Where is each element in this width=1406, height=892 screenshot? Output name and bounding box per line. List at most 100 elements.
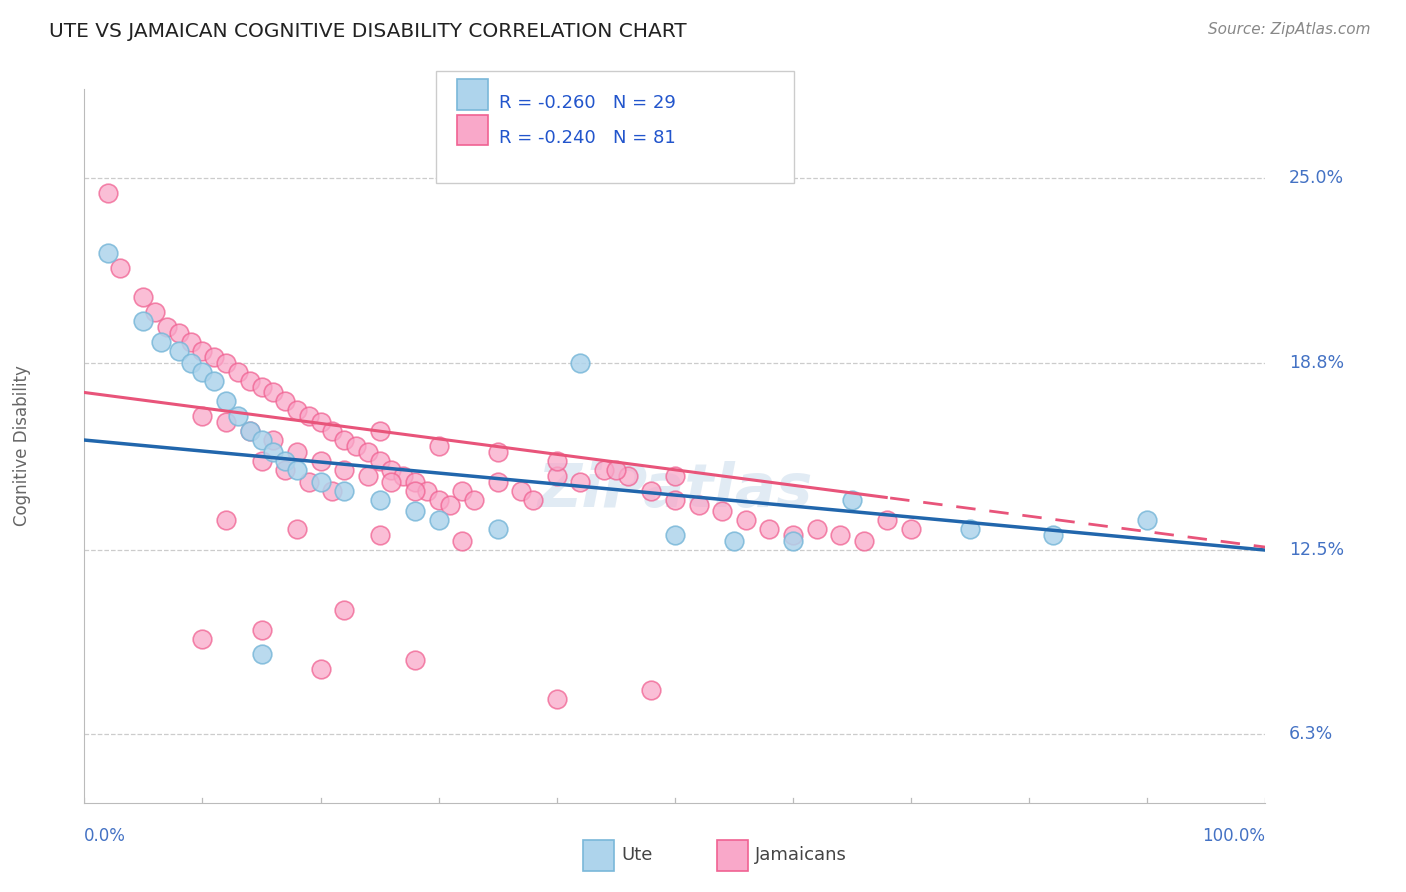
- Point: [546, 691, 568, 706]
- Point: [688, 499, 710, 513]
- Point: [546, 468, 568, 483]
- Point: [191, 365, 214, 379]
- Point: [782, 534, 804, 549]
- Point: [333, 433, 356, 447]
- Text: 12.5%: 12.5%: [1289, 541, 1344, 559]
- Text: Source: ZipAtlas.com: Source: ZipAtlas.com: [1208, 22, 1371, 37]
- Point: [344, 439, 367, 453]
- Point: [132, 290, 155, 304]
- Point: [640, 483, 662, 498]
- Point: [298, 409, 321, 424]
- Point: [167, 343, 190, 358]
- Point: [309, 475, 332, 489]
- Point: [321, 424, 343, 438]
- Point: [250, 624, 273, 638]
- Point: [876, 513, 898, 527]
- Text: 100.0%: 100.0%: [1202, 827, 1265, 845]
- Point: [451, 534, 474, 549]
- Point: [486, 445, 509, 459]
- Point: [262, 433, 284, 447]
- Point: [321, 483, 343, 498]
- Point: [97, 186, 120, 201]
- Text: 0.0%: 0.0%: [84, 827, 127, 845]
- Point: [427, 492, 450, 507]
- Point: [285, 463, 308, 477]
- Point: [333, 602, 356, 616]
- Point: [380, 463, 402, 477]
- Point: [723, 534, 745, 549]
- Point: [711, 504, 734, 518]
- Point: [522, 492, 544, 507]
- Point: [852, 534, 875, 549]
- Point: [841, 492, 863, 507]
- Point: [202, 374, 225, 388]
- Point: [664, 492, 686, 507]
- Point: [486, 522, 509, 536]
- Text: R = -0.260   N = 29: R = -0.260 N = 29: [499, 94, 676, 112]
- Point: [262, 445, 284, 459]
- Point: [250, 433, 273, 447]
- Point: [202, 350, 225, 364]
- Point: [806, 522, 828, 536]
- Point: [404, 475, 426, 489]
- Point: [239, 424, 262, 438]
- Point: [664, 468, 686, 483]
- Point: [97, 245, 120, 260]
- Point: [900, 522, 922, 536]
- Point: [830, 528, 852, 542]
- Point: [758, 522, 780, 536]
- Point: [309, 415, 332, 429]
- Point: [132, 314, 155, 328]
- Point: [439, 499, 461, 513]
- Point: [226, 365, 249, 379]
- Point: [616, 468, 638, 483]
- Point: [167, 326, 190, 340]
- Point: [392, 468, 415, 483]
- Point: [782, 528, 804, 542]
- Text: R = -0.240   N = 81: R = -0.240 N = 81: [499, 129, 676, 147]
- Text: UTE VS JAMAICAN COGNITIVE DISABILITY CORRELATION CHART: UTE VS JAMAICAN COGNITIVE DISABILITY COR…: [49, 22, 688, 41]
- Point: [416, 483, 439, 498]
- Point: [451, 483, 474, 498]
- Text: Cognitive Disability: Cognitive Disability: [13, 366, 31, 526]
- Point: [156, 320, 179, 334]
- Point: [380, 475, 402, 489]
- Point: [274, 463, 297, 477]
- Point: [546, 454, 568, 468]
- Text: ZiPatlas: ZiPatlas: [537, 461, 813, 520]
- Point: [959, 522, 981, 536]
- Point: [368, 424, 391, 438]
- Point: [108, 260, 131, 275]
- Point: [640, 682, 662, 697]
- Point: [368, 454, 391, 468]
- Point: [593, 463, 616, 477]
- Point: [605, 463, 627, 477]
- Point: [262, 385, 284, 400]
- Point: [239, 424, 262, 438]
- Point: [143, 305, 166, 319]
- Point: [191, 409, 214, 424]
- Point: [357, 445, 380, 459]
- Point: [250, 647, 273, 661]
- Point: [215, 415, 238, 429]
- Point: [510, 483, 533, 498]
- Point: [215, 394, 238, 409]
- Point: [569, 356, 592, 370]
- Point: [463, 492, 485, 507]
- Point: [226, 409, 249, 424]
- Text: Ute: Ute: [621, 847, 652, 864]
- Point: [191, 632, 214, 647]
- Point: [274, 394, 297, 409]
- Point: [664, 528, 686, 542]
- Point: [1136, 513, 1159, 527]
- Point: [368, 528, 391, 542]
- Point: [357, 468, 380, 483]
- Text: 6.3%: 6.3%: [1289, 725, 1333, 743]
- Point: [309, 662, 332, 676]
- Point: [274, 454, 297, 468]
- Point: [180, 334, 202, 349]
- Text: 25.0%: 25.0%: [1289, 169, 1344, 187]
- Point: [309, 454, 332, 468]
- Text: 18.8%: 18.8%: [1289, 354, 1344, 372]
- Point: [333, 463, 356, 477]
